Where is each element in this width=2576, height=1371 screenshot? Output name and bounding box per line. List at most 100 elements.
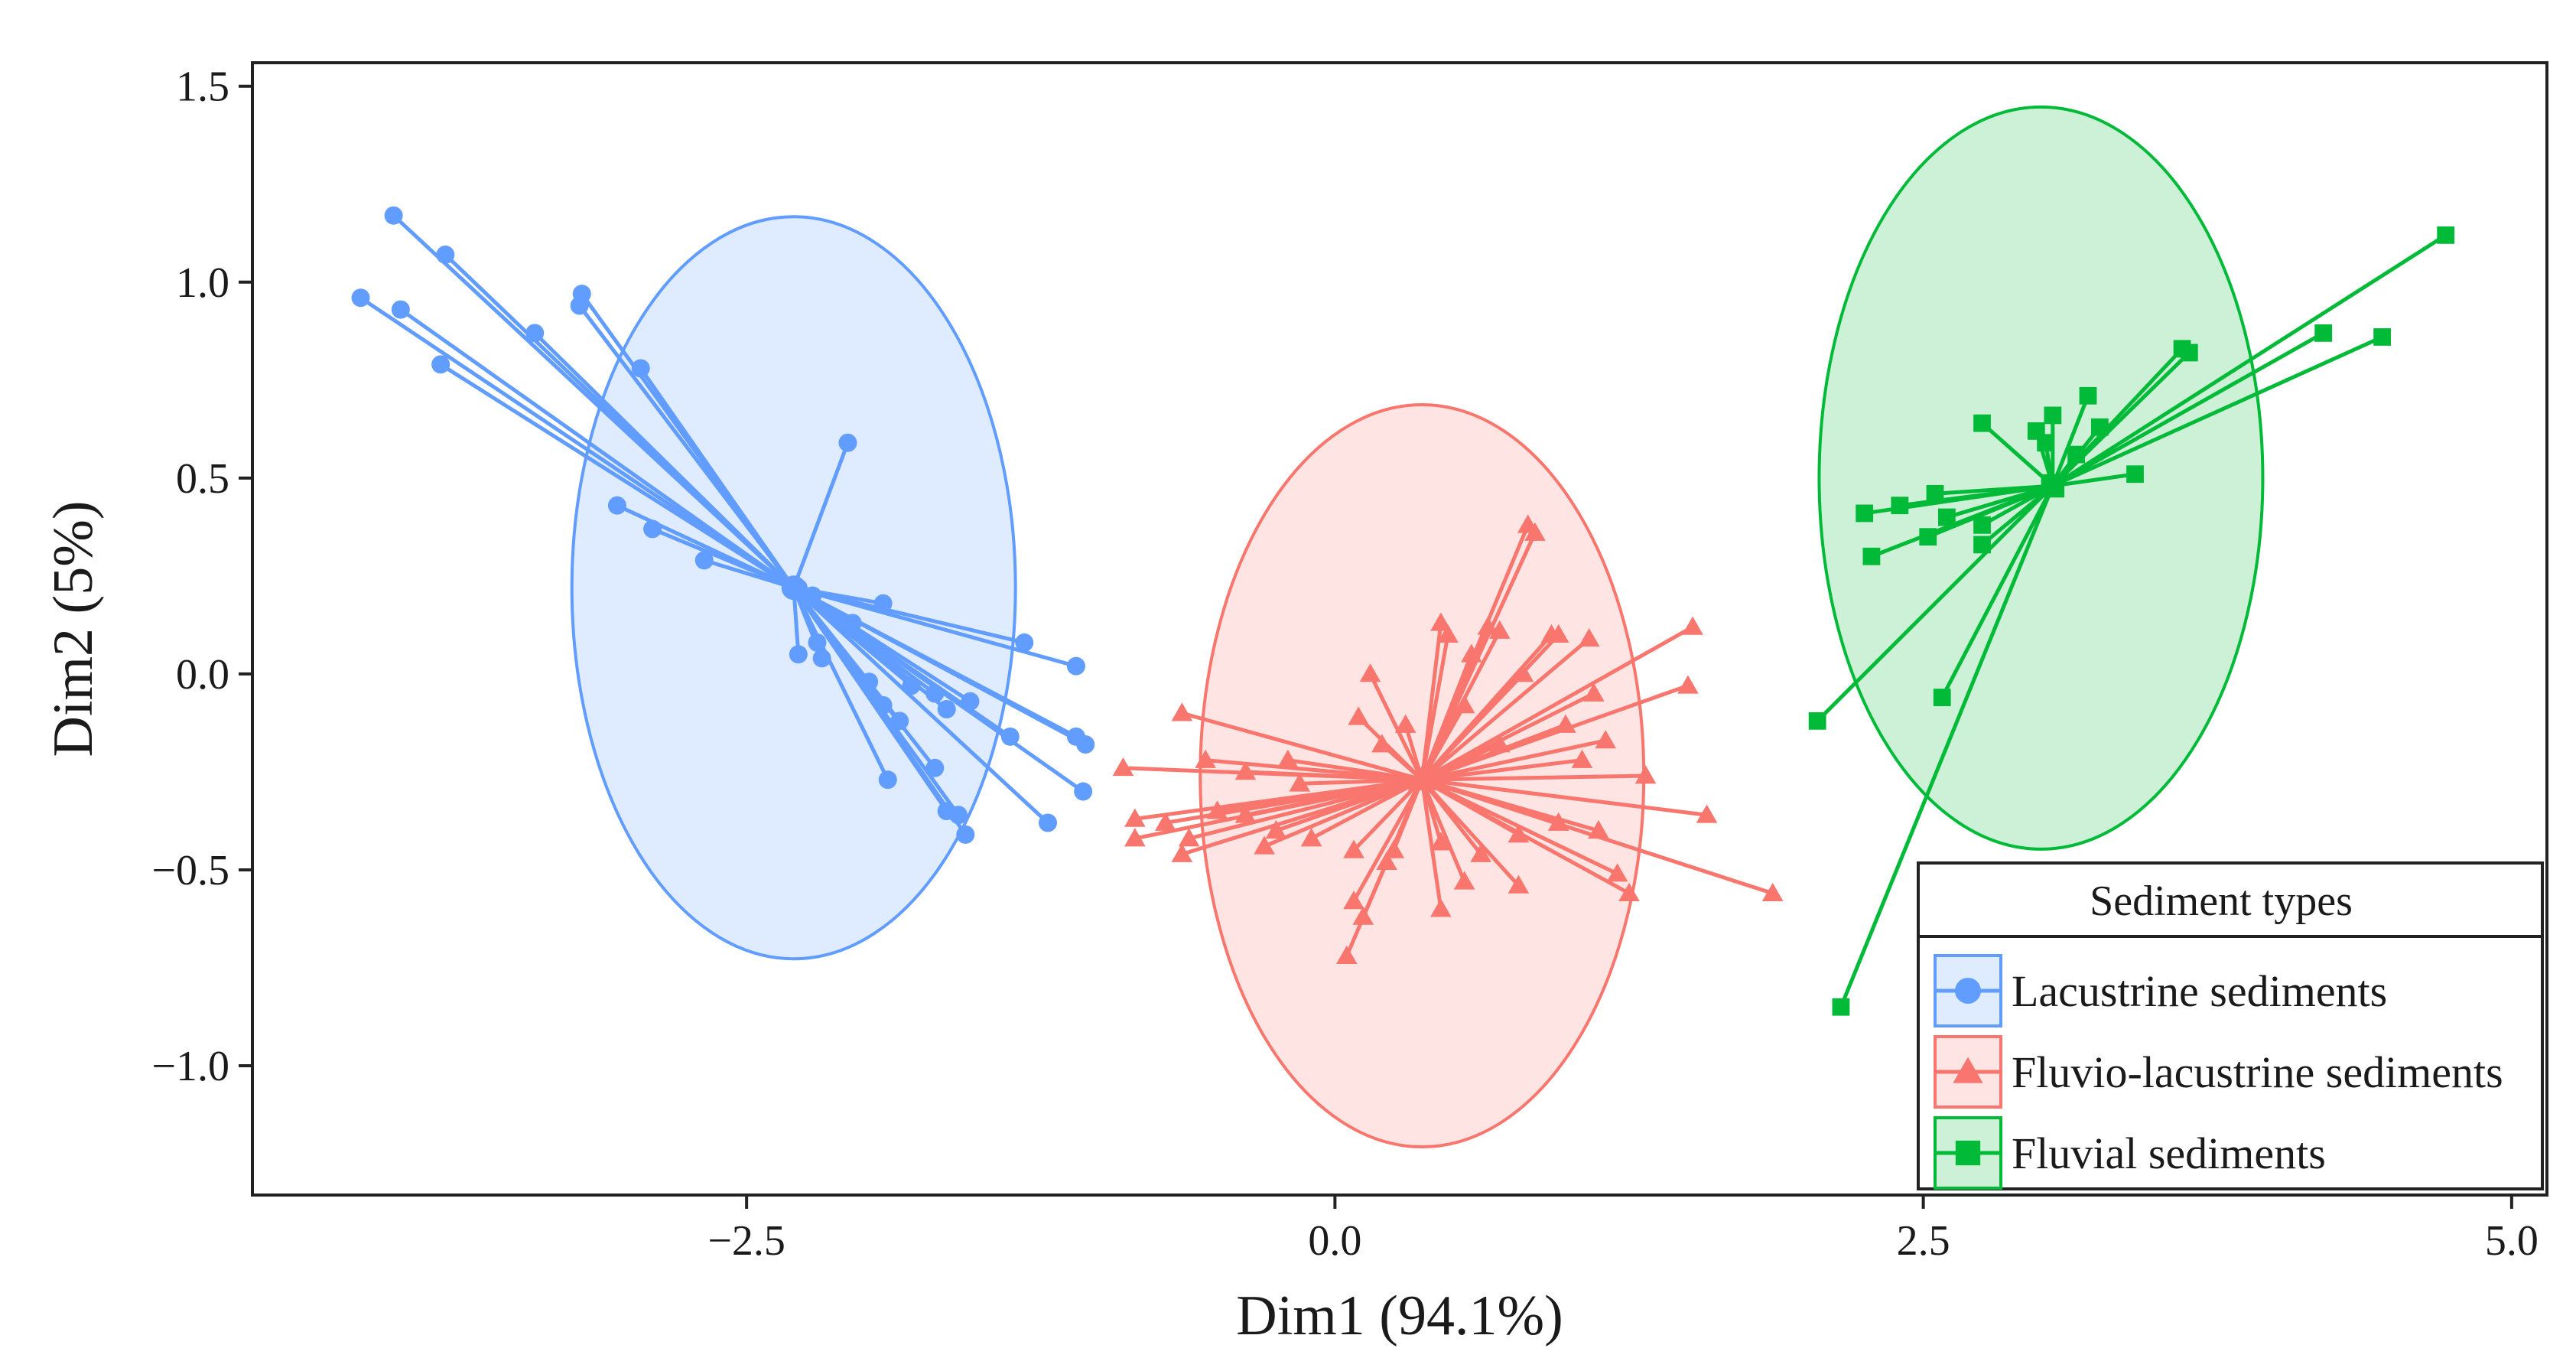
lacustrine-sediments-point [1039, 813, 1057, 832]
fluvio-lacustrine-sediments-point [1171, 702, 1193, 721]
lacustrine-sediments-point [843, 614, 862, 633]
lacustrine-sediments-point [961, 692, 980, 711]
fluvio-lacustrine-sediments-spoke [1391, 777, 1424, 852]
lacustrine-sediments-point [789, 645, 808, 664]
fluvial-sediments-point [1862, 547, 1881, 565]
fluvio-lacustrine-sediments-spoke [1420, 738, 1608, 782]
lacustrine-sediments-point [937, 699, 956, 718]
fluvial-sediments-point [2180, 344, 2198, 362]
lacustrine-sediments-point [607, 496, 626, 515]
lacustrine-sediments-spoke [792, 585, 1078, 669]
lacustrine-sediments-point [1066, 656, 1085, 676]
fluvio-lacustrine-sediments-point [1488, 734, 1511, 753]
fluvio-lacustrine-sediments-spoke [1179, 711, 1424, 782]
legend-title-box [1917, 861, 2544, 938]
fluvial-sediments-point [1937, 508, 1956, 526]
lacustrine-sediments-point [436, 245, 455, 264]
fluvio-lacustrine-sediments-point [1394, 714, 1416, 733]
fluvio-lacustrine-sediments-point [1234, 804, 1257, 823]
fluvio-lacustrine-sediments-spoke [1297, 777, 1424, 786]
plot-frame [251, 61, 2548, 1197]
lacustrine-sediments-point [351, 288, 370, 308]
fluvio-lacustrine-sediments-point [1571, 749, 1593, 768]
fluvio-lacustrine-sediments-point [1437, 624, 1459, 643]
lacustrine-sediments-point [694, 551, 714, 570]
fluvio-lacustrine-sediments-point [1124, 828, 1146, 847]
fluvial-sediments-point [2044, 406, 2062, 425]
fluvio-lacustrine-sediments-point [1595, 730, 1617, 749]
fluvio-lacustrine-sediments-point [1461, 643, 1482, 663]
fluvio-lacustrine-sediments-point [1195, 749, 1216, 768]
fluvial-sediments-spoke [2051, 393, 2090, 488]
y-tick-label: 1.5 [176, 64, 229, 111]
fluvio-lacustrine-sediments-point [1508, 824, 1530, 843]
fluvio-lacustrine-sediments-point [1634, 765, 1657, 784]
lacustrine-sediments-point [570, 296, 589, 315]
lacustrine-sediments-legend-label: Lacustrine sediments [2012, 966, 2387, 1016]
fluvio-lacustrine-sediments-spoke [1420, 773, 1648, 782]
fluvio-lacustrine-sediments-point [1555, 714, 1576, 733]
y-tick-label: −0.5 [151, 847, 229, 894]
fluvial-sediments-spoke [1940, 484, 2055, 700]
fluvio-lacustrine-sediments-point [1289, 773, 1311, 792]
fluvial-sediments-spoke [1815, 484, 2055, 723]
lacustrine-sediments-spoke [702, 558, 796, 590]
fluvial-sediments-point [1926, 484, 1944, 503]
lacustrine-sediments-point [1074, 782, 1093, 801]
fluvio-lacustrine-sediments-spoke [1420, 777, 1601, 833]
lacustrine-sediments-point [860, 672, 879, 692]
lacustrine-sediments-point [431, 355, 450, 374]
centroid-spokes [359, 213, 2448, 1009]
fluvio-lacustrine-sediments-spoke [1420, 742, 1502, 782]
fluvio-lacustrine-sediments-point [1335, 945, 1358, 964]
fluvio-lacustrine-sediments-point [1277, 749, 1299, 768]
fluvio-lacustrine-sediments-point [1761, 882, 1784, 902]
lacustrine-sediments-point [789, 578, 808, 598]
fluvio-lacustrine-sediments-point [1178, 828, 1200, 847]
lacustrine-sediments-point [890, 712, 909, 731]
fluvio-lacustrine-sediments-point [1512, 663, 1534, 682]
fluvio-lacustrine-sediments-point [1453, 695, 1475, 714]
fluvio-lacustrine-sediments-legend-marker [1953, 1057, 1983, 1083]
fluvial-sediments-spoke [1869, 484, 2055, 558]
fluvio-lacustrine-sediments-point [1430, 898, 1452, 917]
lacustrine-sediments-spoke [792, 585, 1088, 747]
fluvio-lacustrine-sediments-spoke [1420, 633, 1450, 782]
fluvio-lacustrine-sediments-point [1547, 624, 1569, 643]
lacustrine-sediments-point [1076, 735, 1095, 754]
legend-entries: Lacustrine sediments Fluvio-lacustrine se… [1934, 954, 2503, 1190]
fluvio-lacustrine-sediments-point [1343, 891, 1364, 910]
x-tick-label: 5.0 [2485, 1217, 2539, 1265]
fluvio-lacustrine-sediments-point [1300, 828, 1322, 847]
fluvio-lacustrine-sediments-point [1488, 620, 1511, 639]
fluvial-sediments-point [1973, 516, 1991, 534]
fluvio-lacustrine-sediments-point [1430, 612, 1452, 631]
fluvio-lacustrine-sediments-point [1348, 706, 1369, 725]
fluvio-lacustrine-sediments-point [1383, 839, 1405, 858]
fluvio-lacustrine-sediments-point [1430, 832, 1452, 851]
fluvial-sediments-spoke [2051, 331, 2326, 488]
lacustrine-sediments-point [1015, 633, 1034, 652]
y-axis-label: Dim2 (5%) [42, 501, 105, 757]
fluvio-lacustrine-sediments-point [1682, 616, 1703, 635]
fluvial-sediments-centroid [2041, 474, 2065, 498]
lacustrine-sediments-point [925, 684, 945, 703]
fluvio-lacustrine-sediments-spoke [1420, 637, 1592, 782]
fluvio-lacustrine-sediments-spoke [1420, 777, 1443, 911]
fluvio-lacustrine-sediments-point [1606, 863, 1628, 882]
fluvio-lacustrine-sediments-point [1359, 663, 1381, 682]
fluvial-sediments-ellipse [1817, 105, 2265, 851]
lacustrine-sediments-spoke [577, 304, 796, 590]
fluvial-sediments-point [2314, 324, 2333, 342]
fluvio-lacustrine-sediments-spoke [1351, 777, 1424, 852]
lacustrine-sediments-point [391, 300, 410, 319]
lacustrine-sediments-point [525, 324, 545, 343]
fluvio-lacustrine-sediments-spoke [1420, 777, 1467, 884]
fluvio-lacustrine-sediments-point [1171, 843, 1193, 862]
fluvio-lacustrine-sediments-point [1234, 761, 1257, 780]
fluvio-lacustrine-sediments-spoke [1133, 777, 1424, 841]
fluvial-sediments-point [1973, 414, 1991, 432]
fluvio-lacustrine-sediments-spoke [1420, 624, 1695, 782]
legend-title: Sediment types [2090, 878, 2353, 925]
fluvio-lacustrine-sediments-point [1206, 800, 1228, 819]
